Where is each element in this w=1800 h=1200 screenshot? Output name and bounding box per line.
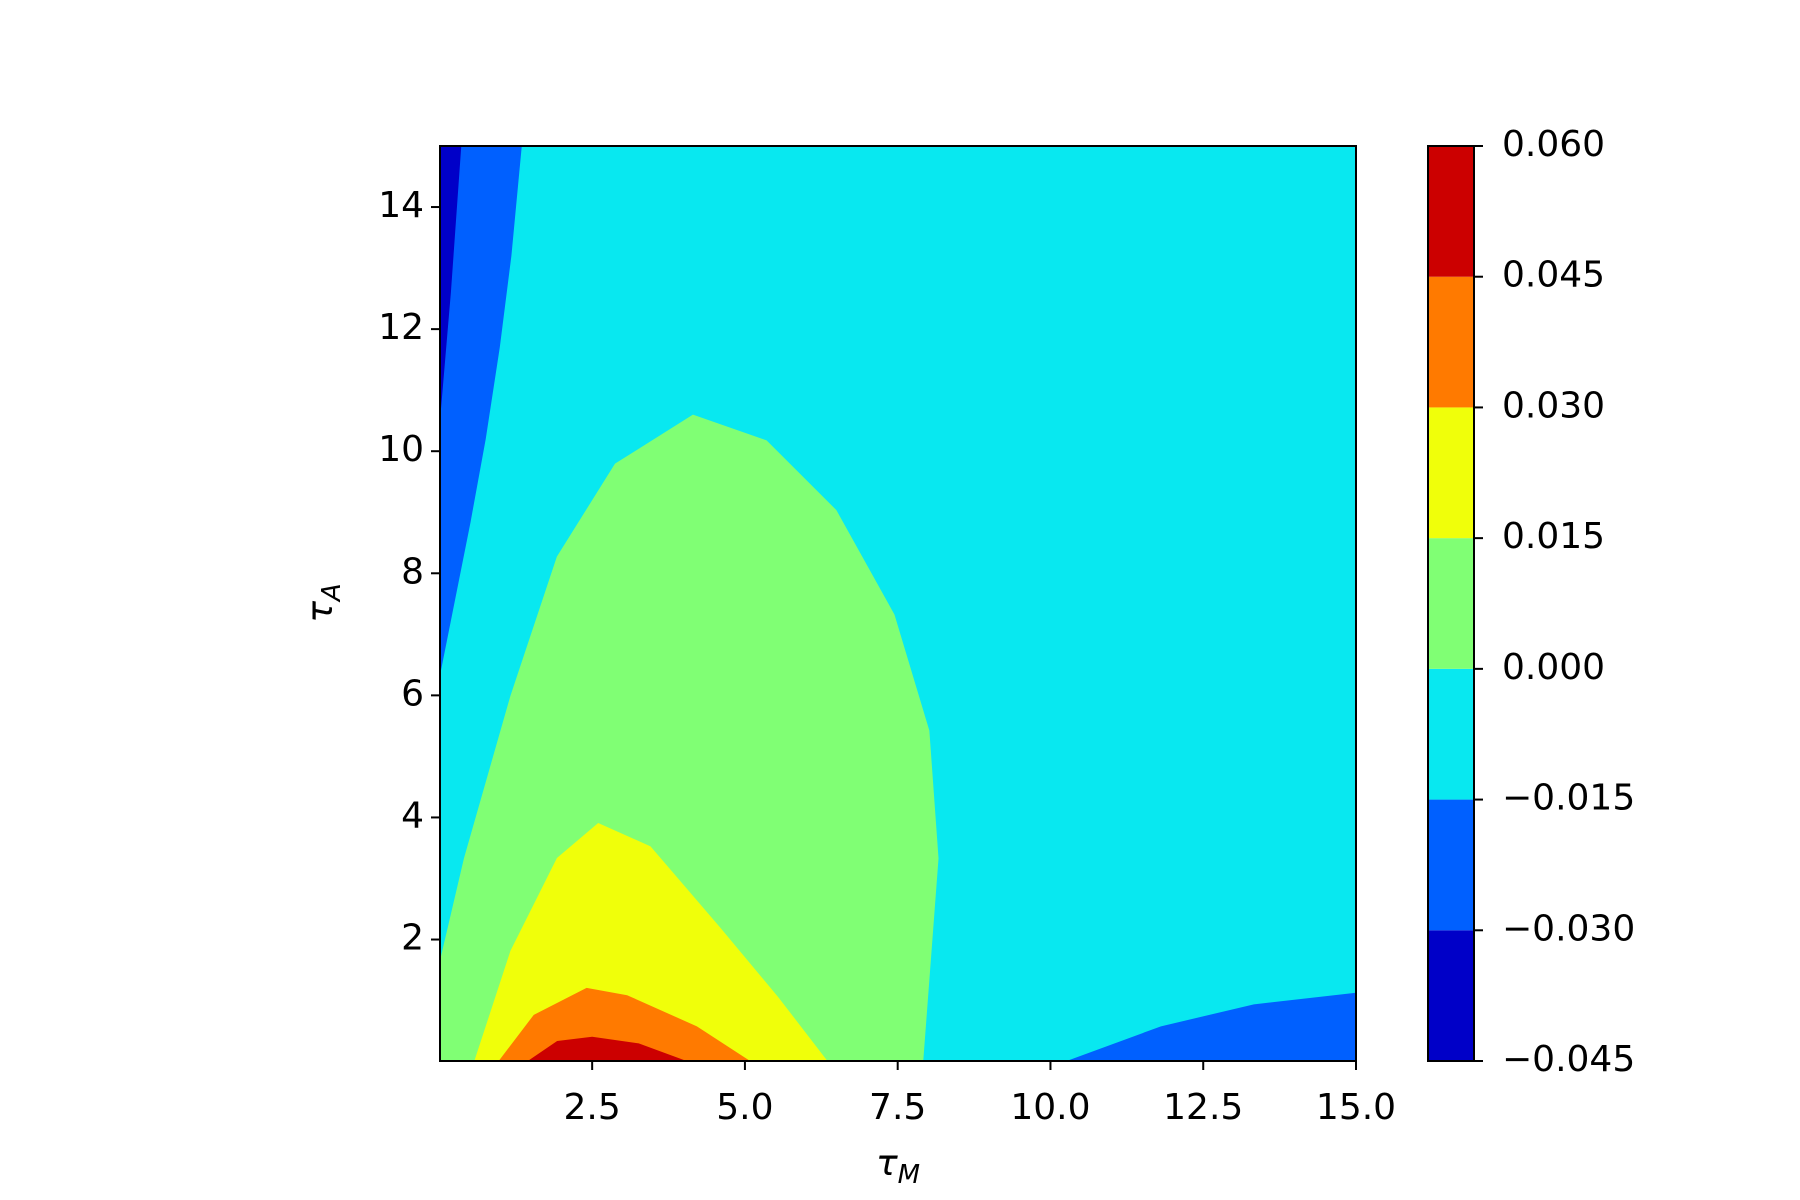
y-tick-label: 4	[401, 795, 424, 836]
x-tick-label: 5.0	[716, 1087, 773, 1128]
colorbar-tick-label: 0.030	[1502, 385, 1605, 426]
y-label-symbol: τ	[300, 601, 341, 623]
y-tick-label: 10	[378, 429, 424, 470]
colorbar-band	[1428, 799, 1474, 931]
contour-region	[1068, 992, 1356, 1061]
contour-region	[527, 1036, 686, 1061]
y-tick-label: 2	[401, 918, 424, 959]
contour-region	[440, 146, 462, 415]
x-label-symbol: τ	[876, 1143, 898, 1184]
y-tick-label: 12	[378, 307, 424, 348]
y-tick-label: 14	[378, 185, 424, 226]
colorbar-frame	[1427, 145, 1475, 1062]
x-tick-label: 7.5	[869, 1087, 926, 1128]
colorbar-tick-label: −0.045	[1502, 1039, 1635, 1080]
colorbar-band	[1428, 276, 1474, 408]
colorbar-tick-label: −0.015	[1502, 778, 1635, 819]
colorbar-tick-label: 0.015	[1502, 516, 1605, 557]
contour-region	[440, 146, 522, 673]
x-tick-label: 2.5	[564, 1087, 621, 1128]
x-tick-label: 12.5	[1163, 1087, 1243, 1128]
colorbar-tick-label: −0.030	[1502, 908, 1635, 949]
colorbar-band	[1428, 538, 1474, 669]
y-label-subscript: A	[317, 583, 347, 603]
colorbar-tick-label: 0.000	[1502, 647, 1605, 688]
colorbar-band	[1428, 930, 1474, 1061]
y-axis-label: τA	[300, 583, 347, 622]
x-label-subscript: M	[898, 1160, 920, 1190]
colorbar-band	[1428, 668, 1474, 800]
colorbar-band	[1428, 146, 1474, 277]
colorbar-tick-label: 0.060	[1502, 124, 1605, 165]
x-axis-label: τM	[876, 1143, 920, 1190]
colorbar-tick-label: 0.045	[1502, 255, 1605, 296]
x-tick-label: 15.0	[1316, 1087, 1396, 1128]
colorbar-band	[1428, 407, 1474, 539]
contour-area	[440, 146, 1356, 1061]
x-tick-label: 10.0	[1010, 1087, 1090, 1128]
y-tick-label: 6	[401, 673, 424, 714]
y-tick-label: 8	[401, 551, 424, 592]
